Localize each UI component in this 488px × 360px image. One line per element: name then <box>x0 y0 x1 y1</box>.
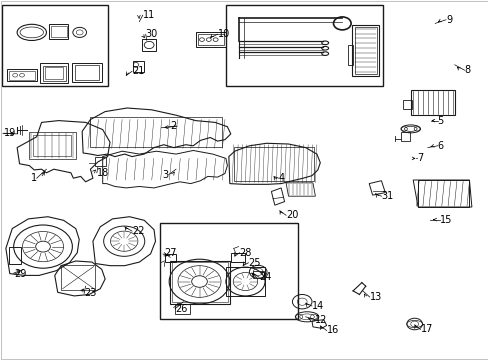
Bar <box>400 132 409 141</box>
Bar <box>160 223 297 319</box>
Text: 4: 4 <box>278 173 285 183</box>
Bar <box>33 135 71 156</box>
Text: 17: 17 <box>420 324 432 334</box>
Bar <box>72 63 102 82</box>
Bar <box>230 253 245 262</box>
Bar <box>195 32 225 47</box>
Text: 18: 18 <box>97 168 109 178</box>
Bar <box>197 34 224 45</box>
Bar <box>61 265 95 290</box>
Bar <box>253 271 264 278</box>
Text: 12: 12 <box>315 315 327 325</box>
Text: 31: 31 <box>381 191 393 201</box>
Bar <box>233 147 314 181</box>
Text: 11: 11 <box>142 10 155 20</box>
Bar <box>7 69 37 81</box>
Bar <box>225 5 383 86</box>
Bar <box>95 157 106 166</box>
Text: 27: 27 <box>164 248 177 258</box>
Text: 6: 6 <box>437 141 443 151</box>
Bar <box>133 61 144 72</box>
Bar <box>165 254 176 262</box>
Text: 15: 15 <box>439 215 451 225</box>
Text: 19: 19 <box>4 128 16 138</box>
Text: 9: 9 <box>445 15 451 25</box>
Bar <box>40 63 68 83</box>
Text: 26: 26 <box>175 304 187 314</box>
Bar <box>45 67 62 79</box>
Text: 25: 25 <box>248 258 261 268</box>
Bar <box>90 117 221 147</box>
Bar <box>142 39 156 51</box>
Bar <box>170 261 229 304</box>
Text: 5: 5 <box>437 116 443 126</box>
Text: 23: 23 <box>84 288 96 298</box>
Text: 30: 30 <box>145 29 158 39</box>
Text: 22: 22 <box>132 226 144 236</box>
Text: 24: 24 <box>259 272 271 282</box>
Bar <box>410 90 454 115</box>
Bar <box>354 27 376 74</box>
Text: 3: 3 <box>162 170 168 180</box>
Bar <box>29 132 76 159</box>
Bar <box>9 247 21 264</box>
Bar <box>51 26 66 37</box>
Bar <box>175 304 189 314</box>
Bar <box>49 24 68 39</box>
Bar <box>172 262 227 302</box>
Text: 10: 10 <box>217 29 229 39</box>
Bar <box>75 65 99 80</box>
Bar <box>417 180 468 207</box>
Text: 14: 14 <box>311 301 324 311</box>
Bar <box>225 267 264 296</box>
Text: 29: 29 <box>15 269 27 279</box>
Text: 13: 13 <box>369 292 381 302</box>
Bar <box>347 45 352 65</box>
Text: 28: 28 <box>239 248 251 258</box>
Bar <box>2 5 107 86</box>
Text: 21: 21 <box>132 66 144 76</box>
Text: 2: 2 <box>169 121 176 131</box>
Bar <box>403 100 411 109</box>
Bar <box>43 66 65 81</box>
Text: 20: 20 <box>285 210 298 220</box>
Text: 16: 16 <box>326 325 338 336</box>
Text: 8: 8 <box>464 65 470 75</box>
Bar <box>351 25 378 76</box>
Text: 7: 7 <box>416 153 423 163</box>
Bar <box>9 71 35 80</box>
Text: 1: 1 <box>30 173 37 183</box>
